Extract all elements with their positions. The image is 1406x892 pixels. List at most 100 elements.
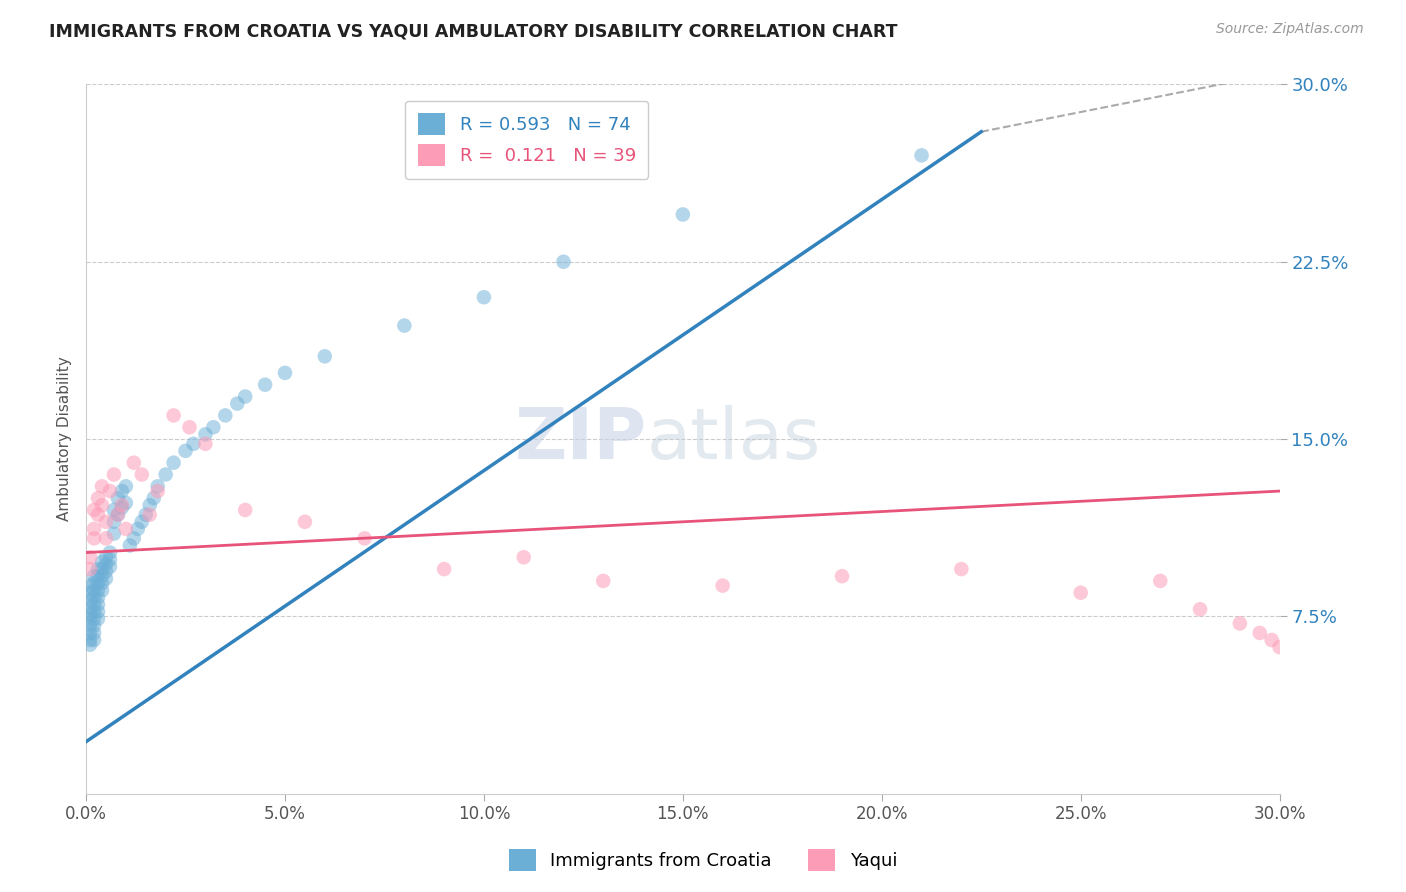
Point xyxy=(472,290,495,304)
Point xyxy=(79,632,101,647)
Point xyxy=(79,626,101,640)
Point xyxy=(274,366,297,380)
Point xyxy=(107,491,129,505)
Point xyxy=(91,479,114,493)
Point xyxy=(115,496,138,510)
Point xyxy=(87,591,110,605)
Point xyxy=(94,558,117,572)
Point xyxy=(83,583,105,598)
Point xyxy=(950,562,973,576)
Point xyxy=(94,572,117,586)
Point xyxy=(91,555,114,569)
Point xyxy=(83,619,105,633)
Point xyxy=(91,569,114,583)
Point xyxy=(1229,616,1251,631)
Point xyxy=(111,500,134,515)
Point xyxy=(122,456,145,470)
Point xyxy=(162,409,184,423)
Point xyxy=(87,612,110,626)
Text: Source: ZipAtlas.com: Source: ZipAtlas.com xyxy=(1216,22,1364,37)
Point xyxy=(179,420,201,434)
Point xyxy=(111,498,134,512)
Legend: R = 0.593   N = 74, R =  0.121   N = 39: R = 0.593 N = 74, R = 0.121 N = 39 xyxy=(405,101,648,179)
Point xyxy=(174,443,197,458)
Point xyxy=(83,626,105,640)
Point xyxy=(79,550,101,565)
Point xyxy=(87,562,110,576)
Point xyxy=(83,532,105,546)
Point xyxy=(1268,640,1291,654)
Point xyxy=(83,569,105,583)
Point xyxy=(79,562,101,576)
Point xyxy=(91,498,114,512)
Point xyxy=(79,607,101,621)
Point xyxy=(394,318,416,333)
Point xyxy=(107,508,129,522)
Point xyxy=(131,515,153,529)
Point xyxy=(79,612,101,626)
Point xyxy=(294,515,316,529)
Point xyxy=(146,484,169,499)
Point xyxy=(1260,632,1282,647)
Point xyxy=(87,508,110,522)
Point xyxy=(107,508,129,522)
Point xyxy=(142,491,165,505)
Point xyxy=(135,508,157,522)
Y-axis label: Ambulatory Disability: Ambulatory Disability xyxy=(58,357,72,522)
Point xyxy=(83,632,105,647)
Point xyxy=(672,207,695,221)
Point xyxy=(79,638,101,652)
Point xyxy=(94,532,117,546)
Point xyxy=(353,532,375,546)
Point xyxy=(233,390,256,404)
Point xyxy=(131,467,153,482)
Point xyxy=(910,148,932,162)
Point xyxy=(122,532,145,546)
Point xyxy=(87,569,110,583)
Point xyxy=(83,612,105,626)
Point xyxy=(1070,585,1092,599)
Point xyxy=(146,479,169,493)
Point xyxy=(83,605,105,619)
Point xyxy=(83,576,105,591)
Point xyxy=(194,427,217,442)
Text: IMMIGRANTS FROM CROATIA VS YAQUI AMBULATORY DISABILITY CORRELATION CHART: IMMIGRANTS FROM CROATIA VS YAQUI AMBULAT… xyxy=(49,22,897,40)
Point xyxy=(711,579,734,593)
Text: ZIP: ZIP xyxy=(515,405,647,474)
Point xyxy=(79,585,101,599)
Point xyxy=(103,467,125,482)
Point xyxy=(103,526,125,541)
Point xyxy=(79,599,101,614)
Point xyxy=(79,579,101,593)
Text: atlas: atlas xyxy=(647,405,821,474)
Point xyxy=(1249,626,1271,640)
Point xyxy=(138,508,160,522)
Legend: Immigrants from Croatia, Yaqui: Immigrants from Croatia, Yaqui xyxy=(502,842,904,879)
Point xyxy=(98,552,121,566)
Point xyxy=(512,550,534,565)
Point xyxy=(115,522,138,536)
Point xyxy=(98,545,121,559)
Point xyxy=(194,437,217,451)
Point xyxy=(254,377,277,392)
Point xyxy=(183,437,205,451)
Point xyxy=(214,409,236,423)
Point xyxy=(314,349,336,363)
Point xyxy=(79,592,101,607)
Point xyxy=(83,522,105,536)
Point xyxy=(553,254,575,268)
Point xyxy=(94,515,117,529)
Point xyxy=(94,565,117,579)
Point xyxy=(592,574,614,588)
Point xyxy=(831,569,853,583)
Point xyxy=(115,479,138,493)
Point xyxy=(87,491,110,505)
Point xyxy=(118,538,141,552)
Point xyxy=(233,503,256,517)
Point xyxy=(87,583,110,598)
Point xyxy=(83,503,105,517)
Point xyxy=(94,550,117,565)
Point xyxy=(79,619,101,633)
Point xyxy=(91,562,114,576)
Point xyxy=(87,576,110,591)
